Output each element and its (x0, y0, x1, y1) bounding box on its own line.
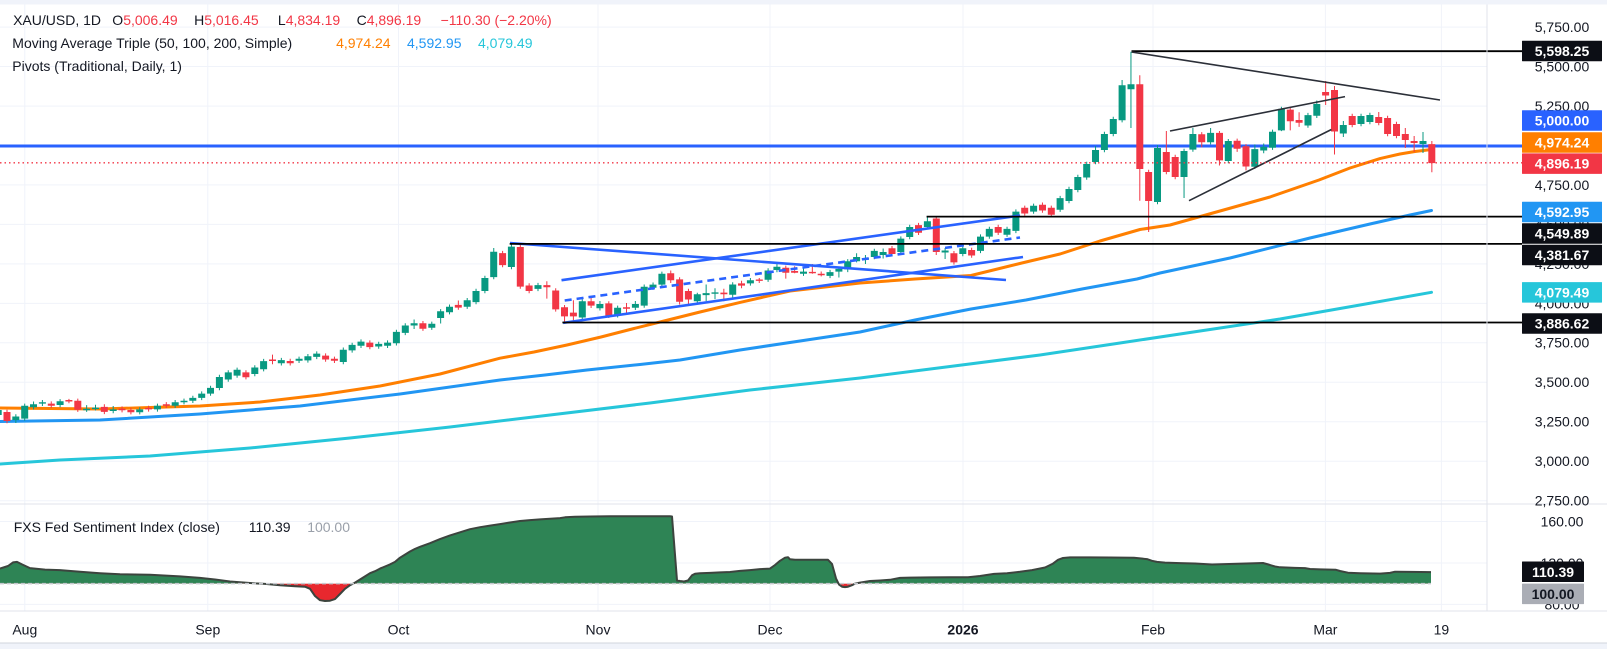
svg-text:2,750.00: 2,750.00 (1535, 493, 1590, 509)
svg-text:5,000.00: 5,000.00 (1535, 112, 1590, 128)
svg-text:Sep: Sep (195, 622, 220, 638)
svg-text:3,250.00: 3,250.00 (1535, 414, 1590, 430)
svg-text:3,886.62: 3,886.62 (1535, 316, 1590, 332)
svg-text:4,896.19: 4,896.19 (1535, 156, 1590, 172)
svg-text:100.00: 100.00 (1532, 586, 1575, 602)
svg-text:5,250.00: 5,250.00 (1535, 98, 1590, 114)
svg-text:4,974.24: 4,974.24 (1535, 134, 1590, 150)
svg-text:5,500.00: 5,500.00 (1535, 59, 1590, 75)
svg-text:2026: 2026 (947, 622, 978, 638)
svg-text:FXS Fed Sentiment Index (close: FXS Fed Sentiment Index (close) 110.39 100… (14, 519, 351, 535)
svg-text:Feb: Feb (1141, 622, 1165, 638)
svg-text:Mar: Mar (1313, 622, 1337, 638)
svg-text:4,381.67: 4,381.67 (1535, 247, 1590, 263)
svg-text:3,000.00: 3,000.00 (1535, 453, 1590, 469)
svg-text:4,079.49: 4,079.49 (1535, 284, 1590, 300)
svg-text:Aug: Aug (12, 622, 37, 638)
svg-text:Oct: Oct (388, 622, 410, 638)
svg-text:5,598.25: 5,598.25 (1535, 43, 1590, 59)
svg-text:3,750.00: 3,750.00 (1535, 335, 1590, 351)
svg-text:Moving Average Triple (50, 100: Moving Average Triple (50, 100, 200, Sim… (12, 35, 532, 51)
svg-text:4,592.95: 4,592.95 (1535, 204, 1590, 220)
svg-text:160.00: 160.00 (1541, 514, 1584, 530)
svg-text:4,750.00: 4,750.00 (1535, 177, 1590, 193)
svg-text:Dec: Dec (758, 622, 783, 638)
svg-text:19: 19 (1434, 622, 1450, 638)
svg-text:4,549.89: 4,549.89 (1535, 225, 1590, 241)
svg-text:3,500.00: 3,500.00 (1535, 374, 1590, 390)
svg-text:110.39: 110.39 (1532, 564, 1574, 580)
svg-text:Nov: Nov (586, 622, 611, 638)
svg-text:5,750.00: 5,750.00 (1535, 19, 1590, 35)
svg-text:Pivots (Traditional, Daily, 1): Pivots (Traditional, Daily, 1) (12, 58, 182, 74)
